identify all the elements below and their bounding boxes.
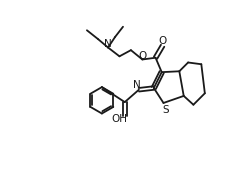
Text: N: N [104, 39, 111, 49]
Text: S: S [162, 105, 169, 115]
Text: O: O [138, 51, 146, 61]
Text: N: N [133, 80, 141, 90]
Text: OH: OH [111, 114, 127, 124]
Text: O: O [158, 36, 167, 46]
